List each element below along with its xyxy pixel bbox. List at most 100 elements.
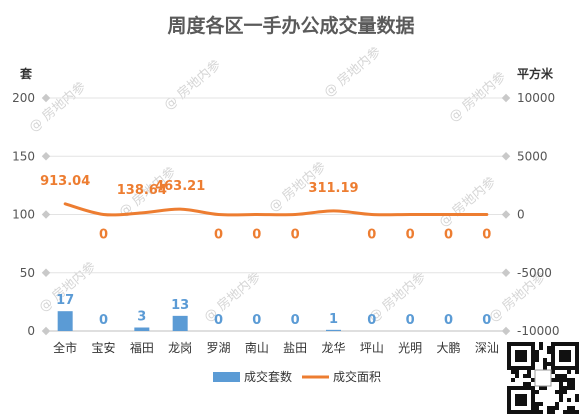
qr-module [575,410,579,414]
qr-module [551,406,555,410]
qr-module [567,386,571,390]
qr-module [511,378,515,382]
qr-finder-core [515,394,527,406]
qr-module [567,410,571,414]
axis-marker-left [41,152,51,161]
legend: 成交套数 成交面积 [213,369,381,384]
legend-bar-label: 成交套数 [244,369,292,384]
qr-module [539,346,543,350]
line-point [179,208,181,210]
left-tick-label: 150 [12,149,35,163]
qr-module [539,386,543,390]
qr-module [559,374,563,378]
line-data-label: 463.21 [155,179,205,194]
line-data-label: 0 [99,228,108,243]
category-label: 全市 [53,340,77,355]
qr-module [567,378,571,382]
bar-data-label: 0 [444,313,453,328]
qr-center-logo [534,369,552,387]
line-data-label: 0 [367,228,376,243]
chart-title: 周度各区一手办公成交量数据 [167,14,414,37]
bar-data-labels: 17 0 3 13 0 0 0 1 0 0 0 0 [56,293,491,328]
watermark-layer: @ 房地内参 @ 房地内参 @ 房地内参 @ 房地内参@ 房地内参 @ 房地内参 @ 房地… [26,44,549,326]
qr-module [535,390,539,394]
qr-module [527,382,531,386]
qr-module [535,350,539,354]
line-point [333,210,334,212]
qr-module [547,406,551,410]
qr-module [515,374,519,378]
category-label: 南山 [245,340,269,355]
line-series [63,202,489,217]
line-data-label: 0 [406,228,415,243]
bar-data-label: 0 [214,313,223,328]
line-data-label: 0 [214,228,223,243]
watermark-text: @ 房地内参 [446,69,509,126]
left-tick-label: 200 [12,91,35,105]
qr-module [563,410,567,414]
legend-bar-swatch [213,372,240,382]
left-tick-label: 0 [27,324,35,338]
qr-module [535,354,539,358]
watermark-text: @ 房地内参 [26,79,89,136]
category-label: 大鹏 [436,341,460,355]
bar-data-label: 0 [406,313,415,328]
category-label: 龙华 [321,341,345,355]
right-tick-label: -10000 [517,324,560,338]
bar-data-label: 0 [482,313,491,328]
bar [57,311,73,331]
bar-data-label: 0 [252,313,261,328]
line-point [294,214,296,215]
qr-module [575,394,579,398]
line-data-label: 0 [482,228,491,243]
qr-module [559,386,563,390]
axis-marker-right [501,210,511,219]
category-label: 宝安 [91,340,115,355]
left-tick-label: 100 [12,208,35,222]
line-point [141,212,143,214]
qr-module [563,386,567,390]
category-label: 龙岗 [168,341,192,355]
right-tick-label: 0 [517,208,525,222]
category-label: 光明 [398,341,422,355]
right-tick-label: 5000 [517,149,548,163]
right-tick-label: 10000 [517,91,555,105]
qr-module [523,374,527,378]
left-tick-label: 50 [20,266,35,280]
right-tick-label: -5000 [517,266,552,280]
qr-module [571,382,575,386]
bar-data-label: 1 [329,312,338,327]
category-label: 罗湖 [206,340,230,355]
line-data-label: 311.19 [308,181,358,196]
axis-marker-left [41,268,51,277]
line-point [103,214,104,215]
qr-module [515,370,519,374]
qr-module [547,346,551,350]
qr-module [571,406,575,410]
qr-module [567,382,571,386]
qr-module [535,358,539,362]
line-data-label: 0 [444,228,453,243]
qr-module [571,386,575,390]
line-point [256,214,258,215]
bar [172,315,188,331]
bar-data-label: 13 [171,298,189,313]
bar [134,327,150,331]
right-axis-unit: 平方米 [517,66,554,81]
qr-module [571,410,575,414]
bar-data-label: 0 [291,313,300,328]
category-label: 盐田 [283,341,307,355]
line-point [448,214,449,215]
category-label: 坪山 [360,341,384,355]
qr-module [547,410,551,414]
bar-data-label: 0 [99,313,108,328]
qr-module [527,370,531,374]
qr-finder-core [515,350,527,362]
qr-finder-core [559,350,571,362]
qr-module [543,366,547,370]
category-label: 福田 [130,340,154,355]
legend-line-label: 成交面积 [333,369,381,384]
line-data-label: 913.04 [40,174,90,189]
